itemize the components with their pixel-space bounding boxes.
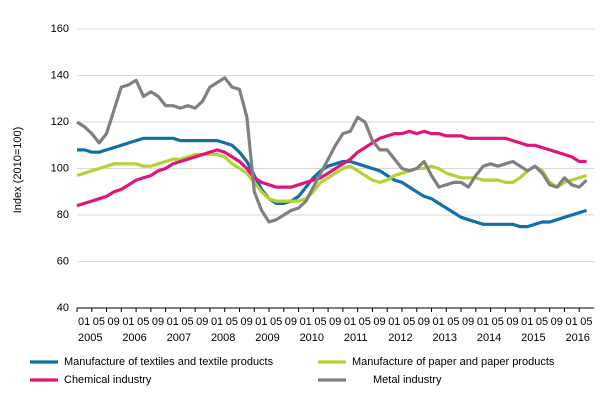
x-tick-label: 01 <box>565 316 577 328</box>
x-tick-label: 05 <box>181 316 193 328</box>
x-tick-label: 01 <box>477 316 489 328</box>
x-tick-label: 01 <box>167 316 179 328</box>
legend-label: Manufacture of textiles and textile prod… <box>64 356 274 368</box>
x-tick-label: 09 <box>329 316 341 328</box>
legend-label: Manufacture of paper and paper products <box>352 356 555 368</box>
series-line <box>76 76 588 224</box>
x-year-label: 2010 <box>300 332 324 344</box>
y-tick-label: 40 <box>57 302 69 314</box>
y-tick-label: 160 <box>51 23 69 35</box>
x-tick-label: 09 <box>373 316 385 328</box>
x-tick-label: 01 <box>78 316 90 328</box>
x-year-label: 2011 <box>344 332 368 344</box>
x-year-label: 2016 <box>565 332 589 344</box>
x-tick-label: 05 <box>270 316 282 328</box>
series-line <box>76 129 587 208</box>
x-tick-label: 01 <box>211 316 223 328</box>
x-tick-label: 01 <box>122 316 134 328</box>
x-year-label: 2014 <box>477 332 501 344</box>
y-axis-label: Index (2010=100) <box>12 127 24 214</box>
x-year-label: 2007 <box>167 332 191 344</box>
x-tick-label: 01 <box>300 316 312 328</box>
x-tick-label: 01 <box>388 316 400 328</box>
legend-label: Chemical industry <box>64 374 152 386</box>
x-tick-label: 05 <box>226 316 238 328</box>
x-tick-label: 01 <box>255 316 267 328</box>
x-tick-label: 05 <box>492 316 504 328</box>
y-tick-label: 120 <box>51 116 69 128</box>
x-year-label: 2013 <box>433 332 457 344</box>
x-tick-label: 09 <box>551 316 563 328</box>
x-tick-label: 09 <box>462 316 474 328</box>
x-tick-label: 05 <box>314 316 326 328</box>
y-tick-label: 140 <box>51 69 69 81</box>
x-tick-label: 05 <box>580 316 592 328</box>
series-line <box>77 136 588 229</box>
y-tick-label: 60 <box>57 255 69 267</box>
x-year-label: 2005 <box>78 332 102 344</box>
x-tick-label: 05 <box>447 316 459 328</box>
x-year-label: 2015 <box>521 332 545 344</box>
y-tick-label: 100 <box>51 162 69 174</box>
x-tick-label: 09 <box>285 316 297 328</box>
y-tick-label: 80 <box>57 209 69 221</box>
x-tick-label: 09 <box>152 316 164 328</box>
x-tick-label: 01 <box>344 316 356 328</box>
x-tick-label: 05 <box>403 316 415 328</box>
x-year-label: 2012 <box>388 332 412 344</box>
x-tick-label: 05 <box>93 316 105 328</box>
x-tick-label: 09 <box>196 316 208 328</box>
legend-label: Metal industry <box>373 374 442 386</box>
x-tick-label: 09 <box>108 316 120 328</box>
x-year-label: 2008 <box>211 332 235 344</box>
x-tick-label: 01 <box>521 316 533 328</box>
x-year-label: 2009 <box>255 332 279 344</box>
x-tick-label: 09 <box>506 316 518 328</box>
x-tick-label: 05 <box>359 316 371 328</box>
x-tick-label: 05 <box>137 316 149 328</box>
x-tick-label: 05 <box>536 316 548 328</box>
x-tick-label: 01 <box>433 316 445 328</box>
x-year-label: 2006 <box>122 332 146 344</box>
x-tick-label: 09 <box>418 316 430 328</box>
series-line <box>76 152 588 203</box>
x-tick-label: 09 <box>240 316 252 328</box>
